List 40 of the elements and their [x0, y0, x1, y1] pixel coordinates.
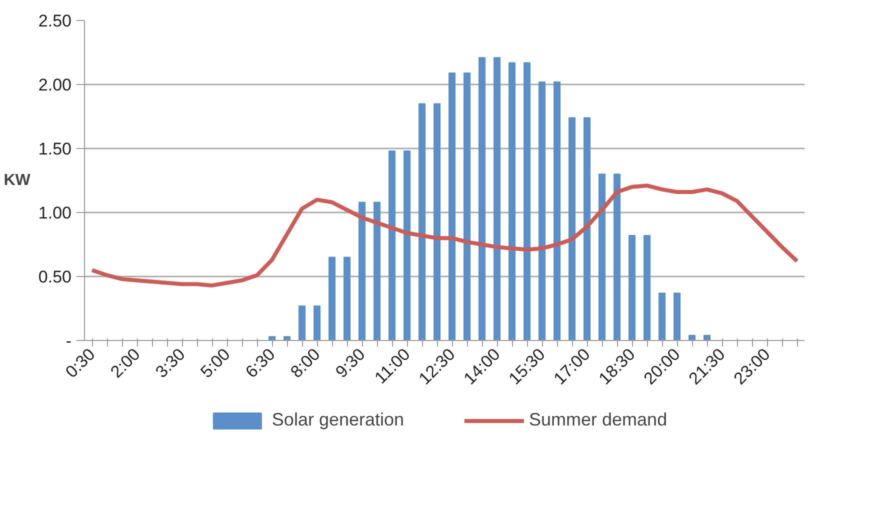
bar — [418, 103, 426, 340]
bar — [614, 174, 620, 340]
x-tick-label: 9:30 — [332, 344, 369, 382]
legend-label: Solar generation — [272, 410, 404, 430]
bar — [358, 202, 366, 340]
bar — [644, 235, 650, 340]
bar — [314, 305, 320, 340]
x-tick-label: 3:30 — [152, 344, 189, 382]
bar — [404, 150, 410, 340]
x-tick-label: 6:30 — [242, 344, 279, 382]
bar — [658, 292, 666, 340]
bar — [328, 256, 336, 340]
y-tick-label: 2.50 — [38, 12, 72, 30]
bar — [508, 62, 516, 340]
bar — [298, 305, 306, 340]
bar — [598, 174, 606, 340]
bar — [478, 57, 486, 340]
bar — [434, 103, 440, 340]
bar — [374, 202, 380, 340]
bar — [464, 72, 470, 340]
bar — [568, 117, 576, 340]
bar — [524, 62, 530, 340]
y-axis-title: KW — [4, 172, 32, 189]
bar — [674, 292, 680, 340]
y-tick-label: 0.50 — [38, 268, 72, 286]
bar — [554, 81, 560, 340]
bar — [494, 57, 500, 340]
x-tick-label: 8:00 — [286, 344, 324, 382]
bar — [628, 235, 636, 340]
bar — [344, 256, 350, 340]
y-tick-label: 2.00 — [38, 76, 72, 94]
line-series — [90, 184, 799, 288]
y-tick-label: 1.00 — [38, 204, 72, 222]
bar — [538, 81, 546, 340]
legend-label: Summer demand — [529, 410, 668, 430]
x-tick-label: 5:00 — [196, 344, 234, 382]
y-tick-label: 1.50 — [38, 140, 72, 158]
bar — [388, 150, 396, 340]
bar — [448, 72, 456, 340]
bar — [584, 117, 590, 340]
